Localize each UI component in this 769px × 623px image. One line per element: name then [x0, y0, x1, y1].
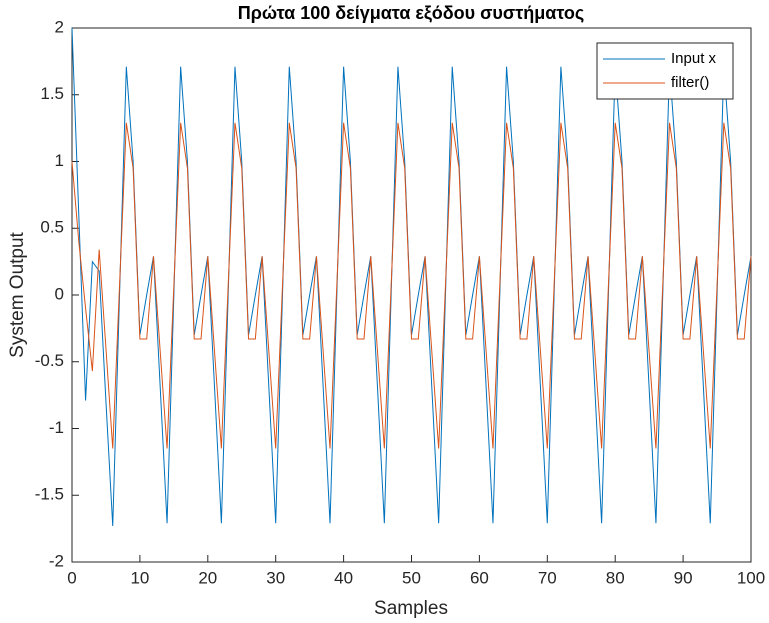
- x-tick-label: 60: [470, 568, 489, 587]
- x-tick-label: 90: [674, 568, 693, 587]
- plot-area: [71, 27, 752, 563]
- y-tick-label: 1: [55, 151, 64, 170]
- legend-label: Input x: [671, 50, 717, 67]
- series-line: [71, 122, 752, 449]
- y-tick-label: 2: [55, 17, 64, 36]
- x-tick-label: 70: [538, 568, 557, 587]
- legend-box: [596, 42, 734, 100]
- x-tick-label: 40: [334, 568, 353, 587]
- y-tick-label: 0: [55, 284, 64, 303]
- y-tick-label: -1.5: [35, 485, 64, 504]
- x-tick-label: 80: [606, 568, 625, 587]
- x-tick-label: 100: [737, 568, 765, 587]
- y-tick-label: -1: [49, 418, 64, 437]
- y-tick-label: -2: [49, 551, 64, 570]
- y-tick-label: 0.5: [40, 218, 64, 237]
- legend-label: filter(): [671, 74, 709, 91]
- y-axis-label: System Output: [7, 231, 28, 357]
- x-tick-label: 20: [198, 568, 217, 587]
- x-tick-label: 0: [67, 568, 76, 587]
- chart-title: Πρώτα 100 δείγματα εξόδου συστήματος: [238, 3, 584, 24]
- x-axis-label: Samples: [374, 598, 448, 619]
- x-tick-label: 30: [266, 568, 285, 587]
- y-tick-label: 1.5: [40, 84, 64, 103]
- x-tick-label: 10: [130, 568, 149, 587]
- y-tick-label: -0.5: [35, 351, 64, 370]
- x-tick-label: 50: [402, 568, 421, 587]
